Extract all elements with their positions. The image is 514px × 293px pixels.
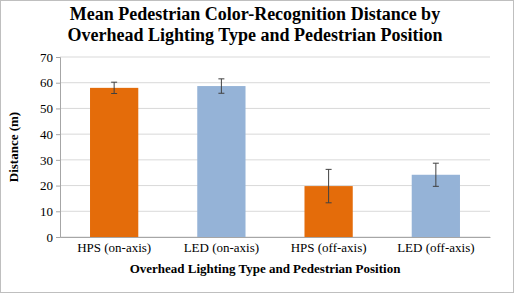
- error-bar-line: [111, 82, 117, 83]
- chart-frame: [1, 1, 514, 293]
- y-tick: 50: [40, 101, 60, 116]
- y-tick-label: 30: [40, 153, 53, 168]
- y-tick-mark: [56, 134, 60, 135]
- y-tick-label: 0: [47, 230, 54, 245]
- error-bar: [433, 163, 439, 186]
- error-bar-line: [114, 82, 115, 93]
- x-tick-label: HPS (off-axis): [291, 240, 367, 255]
- error-bar-line: [326, 169, 332, 170]
- x-axis-line: [61, 237, 491, 238]
- y-tick-mark: [56, 57, 60, 58]
- x-tick: HPS (on-axis): [77, 240, 151, 255]
- error-bar-line: [221, 79, 222, 93]
- error-bar-line: [433, 163, 439, 164]
- x-axis-title: Overhead Lighting Type and Pedestrian Po…: [130, 261, 402, 276]
- chart-title-line: Overhead Lighting Type and Pedestrian Po…: [68, 25, 443, 45]
- y-tick-mark: [56, 160, 60, 161]
- error-bar-line: [328, 169, 329, 202]
- y-tick-mark: [56, 108, 60, 109]
- y-tick: 0: [47, 230, 61, 245]
- error-bar-line: [435, 163, 436, 186]
- grid-line: [60, 57, 490, 58]
- y-tick-label: 20: [40, 178, 53, 193]
- y-tick: 10: [40, 204, 60, 219]
- plot-area: [90, 79, 460, 237]
- y-tick: 20: [40, 178, 60, 193]
- chart-title: Mean Pedestrian Color-Recognition Distan…: [68, 4, 443, 45]
- y-tick-label: 40: [40, 127, 53, 142]
- y-tick-label: 50: [40, 101, 53, 116]
- y-tick-mark: [56, 186, 60, 187]
- error-bar-line: [326, 202, 332, 203]
- x-tick-label: HPS (on-axis): [77, 240, 151, 255]
- y-tick-label: 60: [40, 75, 53, 90]
- error-bar: [218, 79, 224, 93]
- grid-line: [60, 82, 490, 83]
- x-tick-label: LED (on-axis): [184, 240, 259, 255]
- y-tick-mark: [56, 211, 60, 212]
- y-axis: 0 10 20 30 40 50 60 70: [40, 50, 61, 245]
- error-bar-line: [218, 93, 224, 94]
- x-tick: LED (on-axis): [184, 240, 259, 255]
- x-tick: LED (off-axis): [397, 240, 474, 255]
- bar: [90, 88, 138, 237]
- y-tick: 30: [40, 153, 60, 168]
- y-axis-title: Distance (m): [6, 112, 21, 182]
- error-bar-line: [111, 93, 117, 94]
- y-tick: 70: [40, 50, 60, 65]
- y-tick-mark: [56, 237, 60, 238]
- chart: 0 10 20 30 40 50 60 70 HPS (on-axis) LED (on-axis…: [0, 0, 514, 293]
- error-bar: [111, 82, 117, 93]
- error-bar-line: [433, 186, 439, 187]
- y-tick-label: 10: [40, 204, 53, 219]
- y-tick: 40: [40, 127, 60, 142]
- y-tick-label: 70: [40, 50, 53, 65]
- y-axis-line: [56, 58, 61, 238]
- error-bar: [326, 169, 332, 202]
- x-tick: HPS (off-axis): [291, 240, 367, 255]
- error-bar-line: [218, 78, 224, 79]
- y-tick-mark: [56, 83, 60, 84]
- bar: [197, 86, 245, 237]
- x-tick-label: LED (off-axis): [397, 240, 474, 255]
- grid: [60, 57, 490, 237]
- y-tick: 60: [40, 75, 60, 90]
- x-axis: HPS (on-axis) LED (on-axis) HPS (off-axis)…: [61, 238, 491, 256]
- chart-title-line: Mean Pedestrian Color-Recognition Distan…: [70, 4, 440, 24]
